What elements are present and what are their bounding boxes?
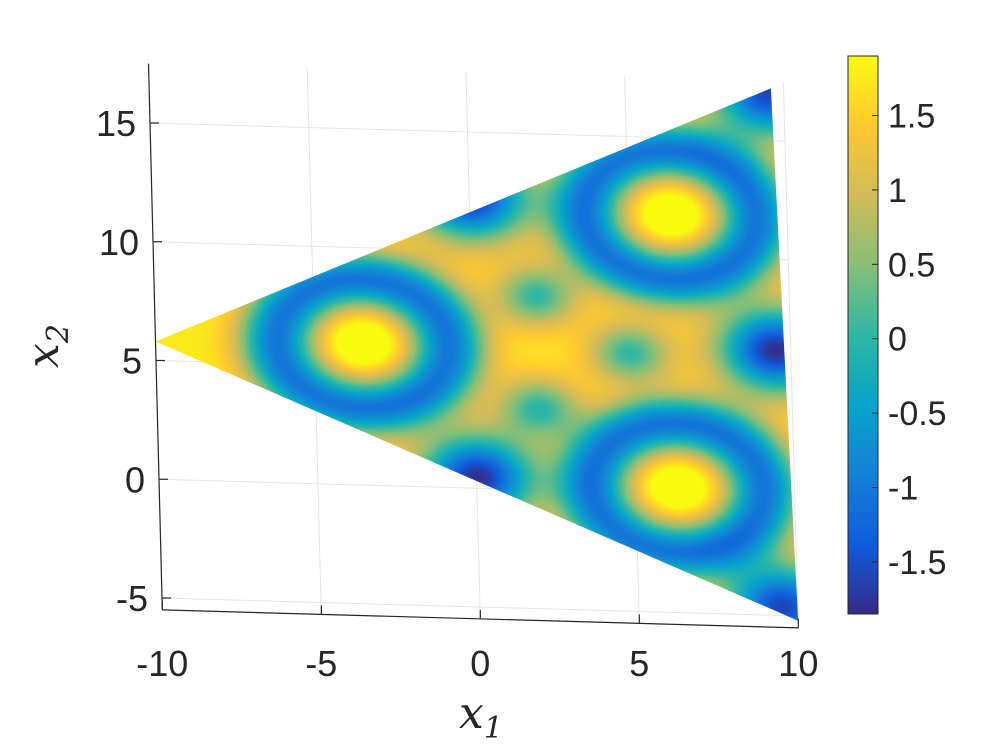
y-tick-labels: -5 0 5 10 15 (96, 103, 148, 619)
x-axis-label: x1 (459, 688, 503, 746)
colorbar-ticks: -1.5 -1 -0.5 0 0.5 1 1.5 (872, 98, 947, 582)
colorbar-tick-label: 0.5 (888, 246, 935, 284)
y-tick-label: 0 (125, 459, 145, 500)
x-tick-label: -10 (136, 643, 188, 684)
axes (147, 63, 799, 629)
x-grid-line (782, 81, 799, 628)
colorbar-tick-label: 1.5 (888, 98, 935, 136)
x-tick-label: 5 (629, 643, 649, 684)
colorbar-gradient (847, 55, 879, 615)
colorbar: -1.5 -1 -0.5 0 0.5 1 1.5 (847, 55, 947, 615)
y-axis-line (147, 63, 163, 610)
y-tick-label: 10 (99, 222, 139, 263)
y-axis-label: x2 (18, 324, 76, 368)
y-tick-label: 5 (122, 341, 142, 382)
x-tick-label: 10 (778, 643, 818, 684)
x-tick-label: -5 (305, 643, 337, 684)
x-tick-labels: -10 -5 0 5 10 (136, 643, 818, 684)
colorbar-tick-label: -1 (888, 470, 918, 508)
colorbar-tick-label: -1.5 (888, 544, 947, 582)
y-tick-label: -5 (116, 578, 148, 619)
colorbar-tick-label: -0.5 (888, 395, 947, 433)
y-tick-label: 15 (96, 103, 136, 144)
x-tick-label: 0 (470, 643, 490, 684)
y-grid-line (161, 597, 799, 617)
colorbar-tick-label: 1 (888, 172, 907, 210)
colorbar-tick-label: 0 (888, 321, 907, 359)
